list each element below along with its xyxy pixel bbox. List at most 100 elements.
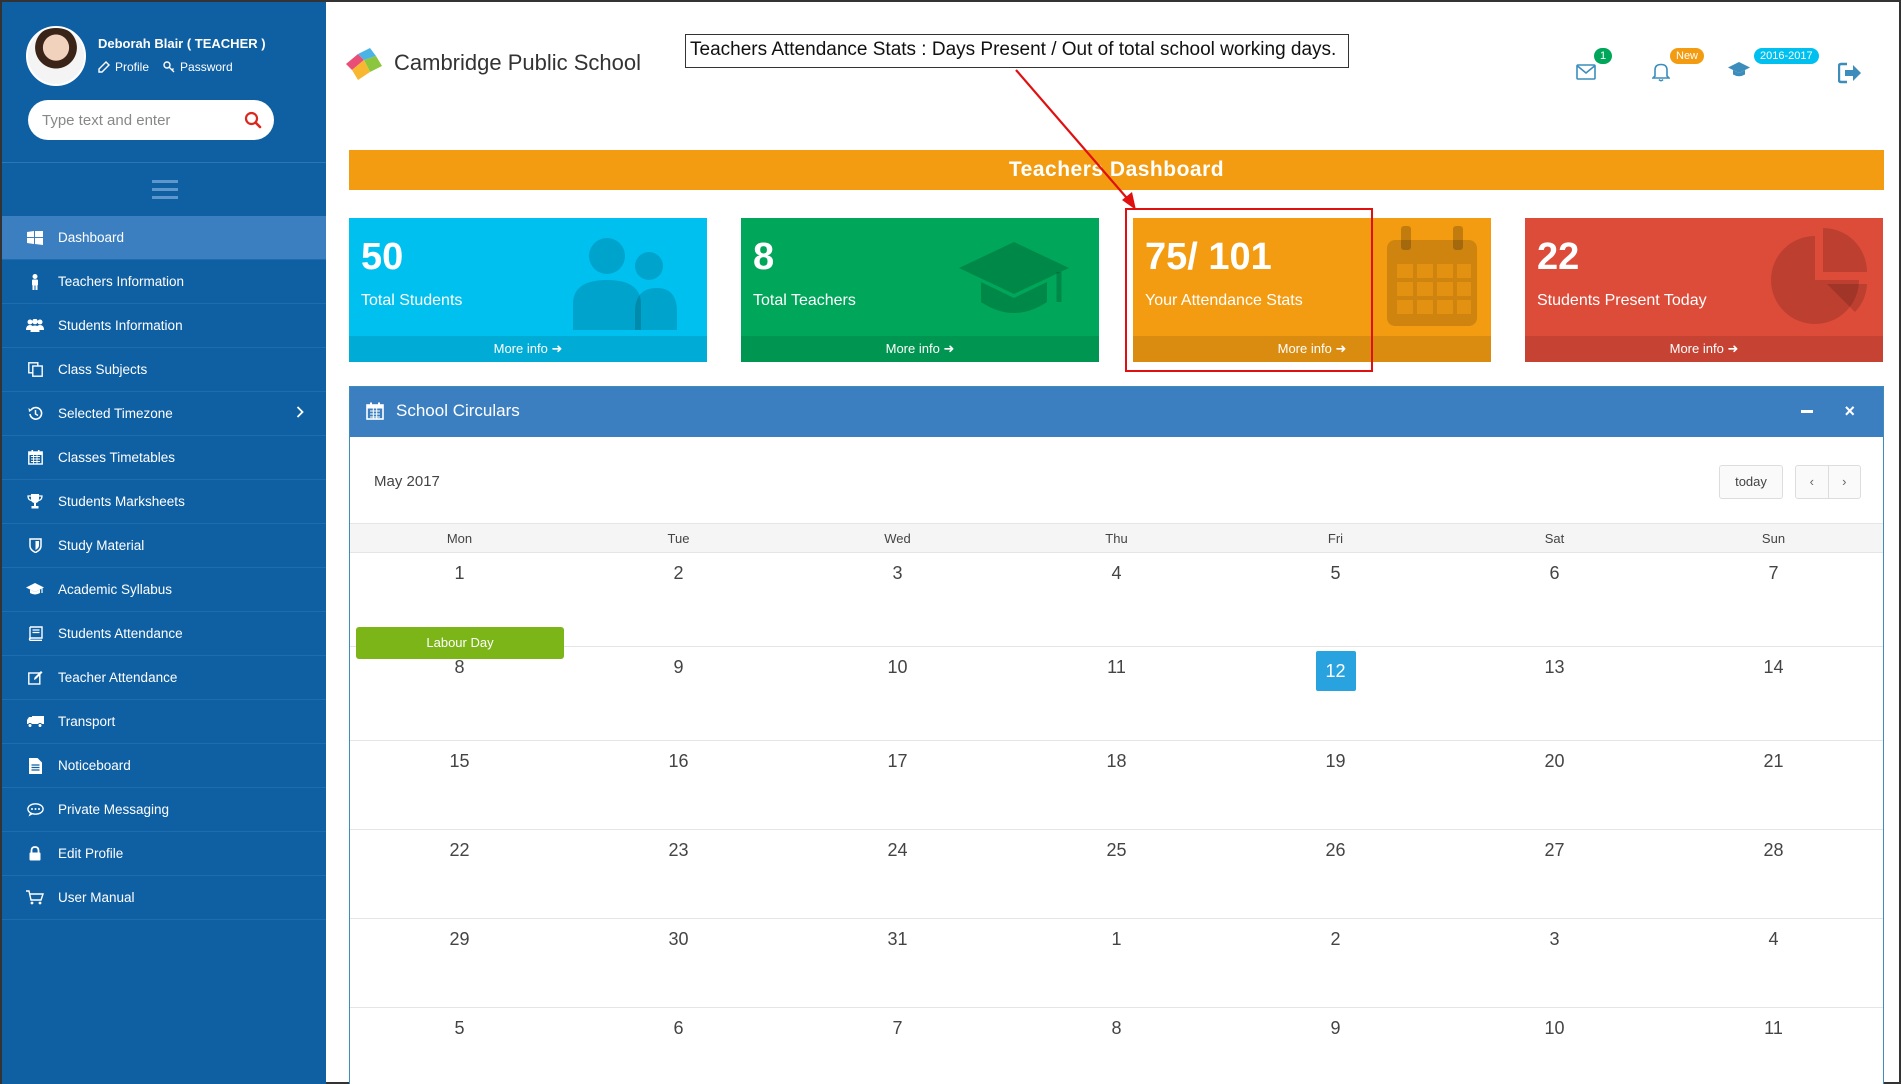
calendar-day[interactable]: 6: [673, 1018, 684, 1038]
today-button[interactable]: today: [1719, 465, 1783, 499]
cart-icon: [26, 890, 44, 906]
password-link[interactable]: Password: [163, 60, 233, 74]
envelope-icon[interactable]: [1576, 64, 1596, 80]
more-info-link[interactable]: More info ➜: [1525, 336, 1883, 362]
calendar-day[interactable]: 22: [449, 840, 470, 860]
close-icon[interactable]: ×: [1844, 401, 1855, 421]
calendar-day[interactable]: 5: [1330, 563, 1341, 583]
calendar-day[interactable]: 21: [1763, 751, 1784, 771]
calendar-day[interactable]: 1: [1111, 929, 1122, 949]
calendar-day[interactable]: 3: [1549, 929, 1560, 949]
sidebar-item-academic-syllabus[interactable]: Academic Syllabus: [2, 568, 326, 612]
calendar-day[interactable]: 8: [1111, 1018, 1122, 1038]
calendar-day[interactable]: 20: [1544, 751, 1565, 771]
calendar-day[interactable]: 23: [668, 840, 689, 860]
sidebar-item-transport[interactable]: Transport: [2, 700, 326, 744]
sidebar-item-label: Teachers Information: [58, 274, 185, 289]
calendar-day[interactable]: 28: [1763, 840, 1784, 860]
sidebar-item-private-messaging[interactable]: Private Messaging: [2, 788, 326, 832]
sidebar-item-label: Teacher Attendance: [58, 670, 178, 685]
sign-out-icon[interactable]: [1838, 62, 1862, 84]
sidebar-item-edit-profile[interactable]: Edit Profile: [2, 832, 326, 876]
calendar-day[interactable]: 24: [887, 840, 908, 860]
sidebar-item-teachers-information[interactable]: Teachers Information: [2, 260, 326, 304]
more-info-label: More info: [1277, 341, 1332, 356]
sidebar-item-classes-timetables[interactable]: Classes Timetables: [2, 436, 326, 480]
bell-badge: New: [1670, 48, 1705, 64]
panel-header: School Circulars ×: [350, 387, 1883, 437]
sidebar-item-study-material[interactable]: Study Material: [2, 524, 326, 568]
calendar-day[interactable]: 15: [449, 751, 470, 771]
sidebar-item-selected-timezone[interactable]: Selected Timezone: [2, 392, 326, 436]
calendar-day[interactable]: 3: [892, 563, 903, 583]
lock-icon: [26, 846, 44, 862]
pie-chart-icon: [1771, 228, 1867, 324]
calendar-day[interactable]: 8: [454, 657, 465, 677]
next-month-button[interactable]: ›: [1842, 474, 1847, 489]
calendar-day[interactable]: 17: [887, 751, 908, 771]
calendar-day[interactable]: 11: [1764, 1018, 1783, 1038]
sidebar-item-dashboard[interactable]: Dashboard: [2, 216, 326, 260]
calendar-day[interactable]: 2: [1330, 929, 1341, 949]
dashboard-icon: [26, 230, 44, 246]
search-icon[interactable]: [244, 111, 262, 129]
calendar-day[interactable]: 16: [668, 751, 689, 771]
calendar-day[interactable]: 31: [887, 929, 908, 949]
more-info-link[interactable]: More info ➜: [741, 336, 1099, 362]
calendar-day[interactable]: 7: [892, 1018, 903, 1038]
sidebar-item-noticeboard[interactable]: Noticeboard: [2, 744, 326, 788]
calendar-day[interactable]: 7: [1768, 563, 1779, 583]
sidebar-item-user-manual[interactable]: User Manual: [2, 876, 326, 920]
annotation-arrow-icon: [1015, 69, 1136, 210]
calendar-day[interactable]: 30: [668, 929, 689, 949]
search-input[interactable]: [42, 100, 232, 140]
hamburger-icon[interactable]: [152, 180, 178, 199]
calendar-day[interactable]: 4: [1768, 929, 1779, 949]
calendar-day[interactable]: 10: [1544, 1018, 1565, 1038]
minimize-icon[interactable]: [1801, 410, 1813, 413]
calendar-day[interactable]: 27: [1544, 840, 1565, 860]
calendar-day[interactable]: 11: [1107, 657, 1126, 677]
calendar-event[interactable]: Labour Day: [356, 627, 564, 659]
calendar-day[interactable]: 1 Labour Day: [350, 553, 569, 659]
calendar-day[interactable]: 9: [673, 657, 684, 677]
stat-label: Total Students: [361, 292, 463, 309]
calendar-day[interactable]: 19: [1325, 751, 1346, 771]
calendar-week: 1 Labour Day 2 3 4 5 6 7: [350, 553, 1883, 659]
more-info-link[interactable]: More info ➜: [349, 336, 707, 362]
weekday-header: Mon: [446, 531, 473, 546]
sidebar-item-students-information[interactable]: Students Information: [2, 304, 326, 348]
calendar-day[interactable]: 4: [1111, 563, 1122, 583]
sidebar-item-teacher-attendance[interactable]: Teacher Attendance: [2, 656, 326, 700]
sidebar-search: [28, 100, 274, 140]
sidebar-item-label: Edit Profile: [58, 846, 124, 861]
calendar-day[interactable]: 18: [1106, 751, 1127, 771]
calendar-day[interactable]: 9: [1330, 1018, 1341, 1038]
calendar-day[interactable]: 25: [1106, 840, 1127, 860]
calendar-day[interactable]: 13: [1544, 657, 1565, 677]
profile-link[interactable]: Profile: [98, 60, 149, 74]
sidebar-item-class-subjects[interactable]: Class Subjects: [2, 348, 326, 392]
annotation-highlight-box: [1125, 208, 1373, 372]
calendar-day-today[interactable]: 12: [1226, 647, 1445, 740]
weekday-header: Wed: [884, 531, 911, 546]
calendar-day[interactable]: 26: [1325, 840, 1346, 860]
sidebar: Deborah Blair ( TEACHER ) Profile Passwo…: [2, 2, 326, 1084]
more-info-link[interactable]: More info ➜: [1133, 336, 1491, 362]
prev-month-button[interactable]: ‹: [1796, 466, 1829, 498]
calendar-day[interactable]: 14: [1763, 657, 1784, 677]
calendar-day[interactable]: 29: [449, 929, 470, 949]
calendar-day[interactable]: 2: [673, 563, 684, 583]
sidebar-item-label: Students Information: [58, 318, 183, 333]
brand-name[interactable]: Cambridge Public School: [394, 50, 642, 75]
sidebar-item-label: User Manual: [58, 890, 135, 905]
sidebar-item-students-marksheets[interactable]: Students Marksheets: [2, 480, 326, 524]
sidebar-item-label: Class Subjects: [58, 362, 148, 377]
calendar-day[interactable]: 10: [887, 657, 908, 677]
calendar-day[interactable]: 6: [1549, 563, 1560, 583]
calendar-day[interactable]: 5: [454, 1018, 465, 1038]
graduation-cap-icon[interactable]: [1728, 62, 1750, 78]
bell-icon[interactable]: [1652, 62, 1670, 82]
graduation-cap-icon: [26, 582, 44, 598]
sidebar-item-students-attendance[interactable]: Students Attendance: [2, 612, 326, 656]
